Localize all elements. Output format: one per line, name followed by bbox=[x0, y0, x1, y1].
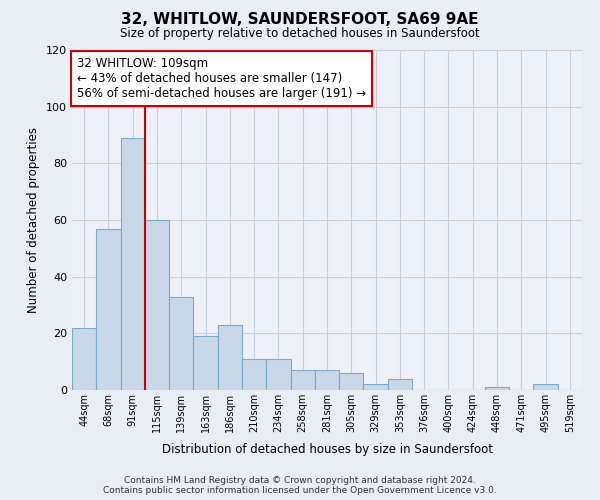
Bar bbox=[533, 384, 558, 390]
Bar bbox=[145, 220, 169, 390]
Bar bbox=[218, 325, 242, 390]
Bar bbox=[315, 370, 339, 390]
Bar bbox=[193, 336, 218, 390]
Text: Size of property relative to detached houses in Saundersfoot: Size of property relative to detached ho… bbox=[120, 28, 480, 40]
Bar bbox=[169, 296, 193, 390]
Bar bbox=[72, 328, 96, 390]
Bar bbox=[339, 373, 364, 390]
Y-axis label: Number of detached properties: Number of detached properties bbox=[28, 127, 40, 313]
Bar bbox=[121, 138, 145, 390]
Bar bbox=[388, 378, 412, 390]
Bar bbox=[96, 228, 121, 390]
Bar bbox=[485, 387, 509, 390]
Bar bbox=[364, 384, 388, 390]
Text: 32, WHITLOW, SAUNDERSFOOT, SA69 9AE: 32, WHITLOW, SAUNDERSFOOT, SA69 9AE bbox=[121, 12, 479, 28]
Bar bbox=[290, 370, 315, 390]
Bar bbox=[266, 359, 290, 390]
X-axis label: Distribution of detached houses by size in Saundersfoot: Distribution of detached houses by size … bbox=[161, 444, 493, 456]
Text: 32 WHITLOW: 109sqm
← 43% of detached houses are smaller (147)
56% of semi-detach: 32 WHITLOW: 109sqm ← 43% of detached hou… bbox=[77, 57, 366, 100]
Text: Contains HM Land Registry data © Crown copyright and database right 2024.
Contai: Contains HM Land Registry data © Crown c… bbox=[103, 476, 497, 495]
Bar bbox=[242, 359, 266, 390]
